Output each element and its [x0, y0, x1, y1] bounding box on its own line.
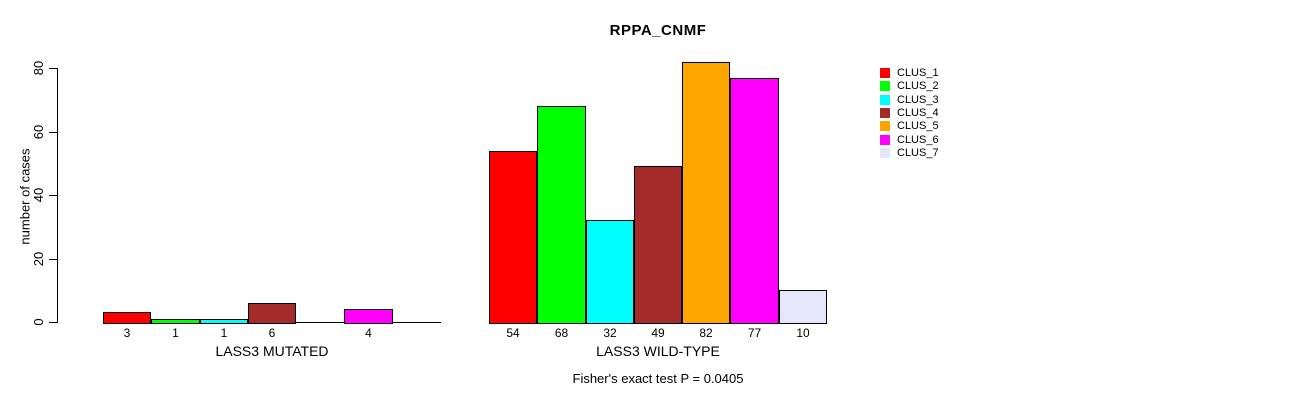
bar-clus_5 [682, 62, 730, 324]
legend-item-clus_1: CLUS_1 [880, 67, 939, 79]
bar-clus_6 [730, 78, 779, 324]
legend-item-clus_2: CLUS_2 [880, 80, 939, 92]
bar-clus_7 [779, 290, 827, 324]
clus_1-swatch [880, 68, 890, 78]
clus_3-swatch [880, 95, 890, 105]
legend-item-clus_7: CLUS_7 [880, 147, 939, 159]
chart-title: RPPA_CNMF [609, 22, 707, 39]
bar-clus_3 [200, 319, 248, 324]
bar-clus_4 [634, 166, 682, 324]
legend-label: CLUS_5 [897, 120, 939, 132]
legend-label: CLUS_6 [897, 134, 939, 146]
x-axis-label-wildtype: LASS3 WILD-TYPE [596, 343, 720, 359]
legend-label: CLUS_4 [897, 107, 939, 119]
clus_6-swatch [880, 135, 890, 145]
y-tick [49, 132, 57, 133]
bar-value-label: 54 [506, 326, 520, 340]
bar-value-label: 49 [651, 326, 665, 340]
y-tick [49, 259, 57, 260]
y-tick [49, 195, 57, 196]
bar-value-label: 32 [603, 326, 617, 340]
bar-clus_1 [489, 151, 537, 324]
legend-label: CLUS_7 [897, 147, 939, 159]
legend-label: CLUS_3 [897, 94, 939, 106]
legend-item-clus_3: CLUS_3 [880, 94, 939, 106]
y-tick-label: 80 [30, 60, 46, 76]
clus_2-swatch [880, 81, 890, 91]
y-tick [49, 68, 57, 69]
bar-clus_4 [248, 303, 296, 324]
clus_4-swatch [880, 108, 890, 118]
legend-label: CLUS_1 [897, 67, 939, 79]
bar-value-label: 6 [268, 326, 276, 340]
x-axis-label-mutated: LASS3 MUTATED [215, 343, 329, 359]
clus_7-swatch [880, 148, 890, 158]
legend-item-clus_4: CLUS_4 [880, 107, 939, 119]
legend-label: CLUS_2 [897, 80, 939, 92]
bar-value-label: 82 [699, 326, 713, 340]
y-tick [49, 322, 57, 323]
y-tick-label: 20 [30, 251, 46, 267]
bar-value-label: 4 [365, 326, 372, 340]
bar-value-label: 10 [796, 326, 810, 340]
bar-clus_3 [586, 220, 634, 324]
bar-value-label: 1 [220, 326, 228, 340]
bar-clus_6 [344, 309, 393, 324]
y-axis-line [57, 68, 58, 323]
y-tick-label: 60 [30, 124, 46, 140]
bar-clus_2 [151, 319, 200, 324]
bar-value-label: 68 [554, 326, 569, 340]
bar-clus_2 [537, 106, 586, 324]
y-tick-label: 0 [30, 318, 46, 326]
y-tick-label: 40 [30, 187, 46, 203]
bar-value-label: 3 [123, 326, 131, 340]
bar-clus_1 [103, 312, 151, 324]
bar-value-label: 1 [172, 326, 179, 340]
clus_5-swatch [880, 121, 890, 131]
legend-item-clus_6: CLUS_6 [880, 134, 939, 146]
fisher-test-annotation: Fisher's exact test P = 0.0405 [572, 371, 744, 386]
bar-value-label: 77 [747, 326, 762, 340]
legend-item-clus_5: CLUS_5 [880, 120, 939, 132]
